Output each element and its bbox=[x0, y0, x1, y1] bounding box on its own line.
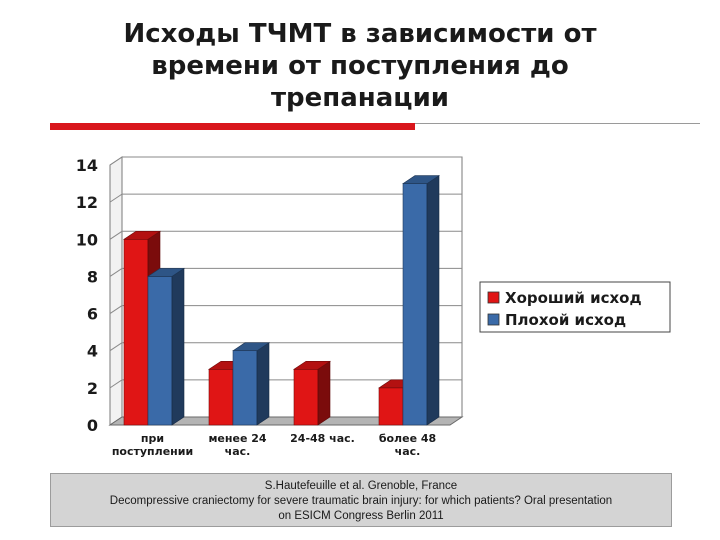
bar-front bbox=[293, 368, 319, 426]
citation-line: on ESICM Congress Berlin 2011 bbox=[278, 510, 444, 522]
x-category-label: час. bbox=[395, 445, 421, 458]
bar-side bbox=[256, 342, 270, 426]
legend-box bbox=[479, 281, 671, 333]
y-tick-label: 2 bbox=[87, 379, 98, 398]
bar-top bbox=[232, 342, 270, 352]
gridline-side bbox=[109, 156, 123, 166]
legend-swatch bbox=[487, 291, 500, 304]
bar-top bbox=[402, 175, 440, 184]
y-tick-label: 10 bbox=[76, 230, 98, 249]
side-wall bbox=[109, 156, 123, 426]
y-tick-label: 4 bbox=[87, 342, 98, 361]
bar-side bbox=[317, 360, 331, 426]
y-tick-label: 0 bbox=[87, 416, 98, 435]
title-accent-bar bbox=[50, 123, 415, 130]
bar-top bbox=[293, 360, 331, 370]
bar-front bbox=[232, 350, 258, 426]
x-category-label: более 48 bbox=[379, 432, 436, 445]
y-tick-label: 6 bbox=[87, 305, 98, 324]
title-line: трепанации bbox=[270, 83, 450, 113]
gridline-side bbox=[109, 193, 123, 203]
bar-top bbox=[123, 230, 161, 240]
gridline-side bbox=[109, 268, 123, 277]
bar-front bbox=[378, 387, 404, 426]
gridline-side bbox=[109, 230, 123, 240]
legend-label: Хороший исход bbox=[505, 289, 642, 307]
y-tick-label: 8 bbox=[87, 267, 98, 286]
title-line: Исходы ТЧМТ в зависимости от bbox=[123, 19, 597, 49]
gridline-side bbox=[109, 305, 123, 314]
y-tick-label: 14 bbox=[76, 156, 98, 175]
title-line: времени от поступления до bbox=[151, 51, 569, 81]
bar-top bbox=[147, 268, 185, 277]
citation-box: S.Hautefeuille et al. Grenoble, France D… bbox=[50, 473, 672, 527]
x-category-label: час. bbox=[225, 445, 251, 458]
bar-front bbox=[147, 276, 173, 426]
y-tick-label: 12 bbox=[76, 193, 98, 212]
bar-front bbox=[402, 183, 428, 426]
citation-line: S.Hautefeuille et al. Grenoble, France bbox=[264, 480, 458, 492]
chart-floor bbox=[108, 416, 464, 426]
legend-label: Плохой исход bbox=[505, 311, 626, 329]
gridline-side bbox=[109, 379, 123, 389]
legend-swatch bbox=[487, 313, 500, 326]
bar-side bbox=[171, 267, 185, 426]
x-category-label: менее 24 bbox=[208, 432, 266, 445]
bar-front bbox=[208, 368, 234, 426]
bar-side bbox=[426, 175, 440, 426]
citation-line: Decompressive craniectomy for severe tra… bbox=[109, 495, 613, 507]
gridline-side bbox=[109, 342, 123, 352]
x-category-label: поступлении bbox=[112, 445, 193, 458]
bar-front bbox=[123, 238, 149, 426]
slide-title: Исходы ТЧМТ в зависимости от времени от … bbox=[60, 18, 660, 114]
x-category-label: 24-48 час. bbox=[290, 432, 355, 445]
x-category-label: при bbox=[141, 432, 164, 445]
